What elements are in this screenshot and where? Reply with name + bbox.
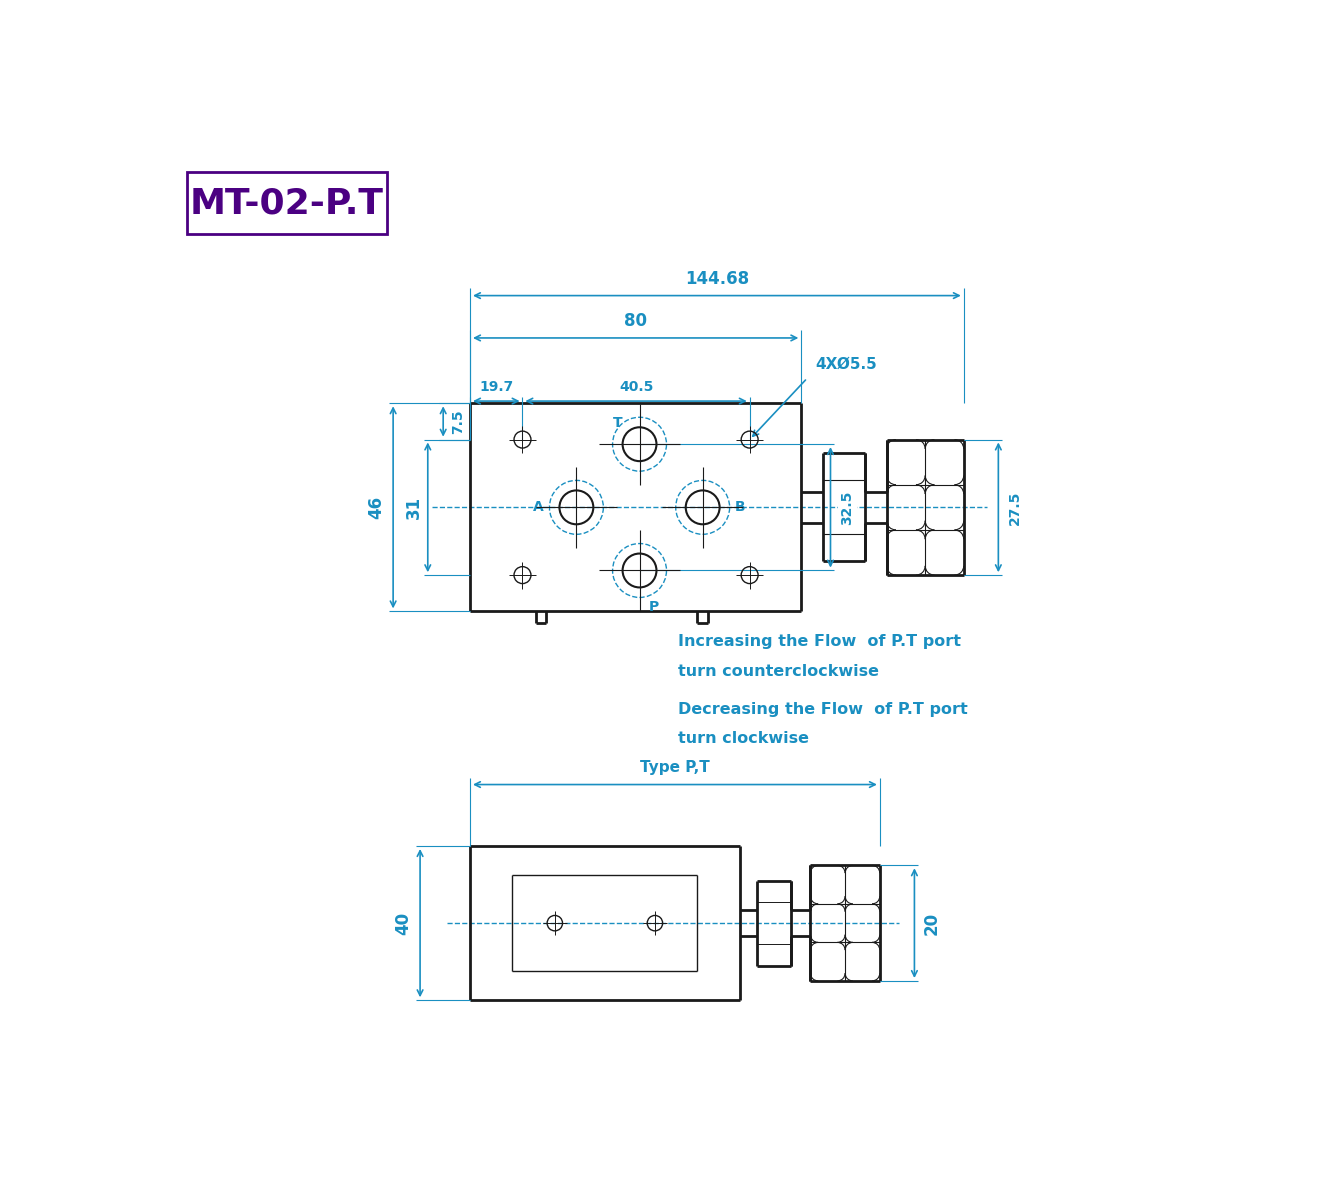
Text: 46: 46 (368, 496, 385, 519)
Text: 144.68: 144.68 (685, 270, 749, 288)
Text: P: P (649, 599, 659, 614)
Text: 40.5: 40.5 (619, 380, 653, 394)
Text: 31: 31 (405, 496, 424, 519)
Text: 20: 20 (922, 912, 940, 935)
Text: T: T (613, 417, 623, 431)
Text: A: A (533, 500, 543, 514)
Text: Type P,T: Type P,T (641, 760, 710, 775)
Bar (186, 172, 388, 234)
Text: Increasing the Flow  of P.T port: Increasing the Flow of P.T port (678, 635, 960, 649)
Text: 7.5: 7.5 (452, 409, 466, 434)
Text: 4XØ5.5: 4XØ5.5 (815, 356, 876, 372)
Text: 80: 80 (625, 312, 647, 330)
Text: 27.5: 27.5 (1008, 490, 1022, 525)
Text: turn counterclockwise: turn counterclockwise (678, 663, 879, 678)
Text: B: B (735, 500, 746, 514)
Text: 19.7: 19.7 (480, 380, 513, 394)
Text: MT-02-P.T: MT-02-P.T (190, 186, 384, 221)
Text: 32.5: 32.5 (840, 490, 854, 525)
Text: Decreasing the Flow  of P.T port: Decreasing the Flow of P.T port (678, 702, 968, 717)
Text: 40: 40 (394, 912, 412, 935)
Text: turn clockwise: turn clockwise (678, 732, 809, 747)
